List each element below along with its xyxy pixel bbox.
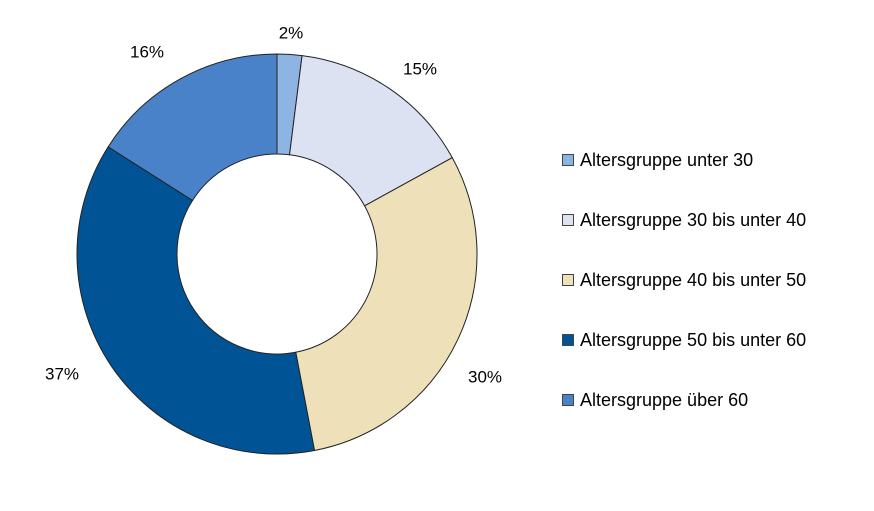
slice-altersgruppe-40-bis-unter-50: [295, 156, 478, 452]
legend-item-altersgruppe-ueber-60: Altersgruppe über 60: [562, 370, 806, 430]
slice-label-altersgruppe-ueber-60: 16%: [130, 42, 164, 61]
slice-label-altersgruppe-40-bis-unter-50: 30%: [468, 367, 502, 386]
slice-label-altersgruppe-unter-30: 2%: [279, 23, 304, 42]
legend-swatch: [562, 274, 574, 286]
legend-swatch: [562, 394, 574, 406]
slice-labels: 2% 15% 30% 37% 16%: [45, 23, 502, 386]
legend-swatch: [562, 214, 574, 226]
legend-label: Altersgruppe 30 bis unter 40: [580, 209, 807, 230]
slice-altersgruppe-50-bis-unter-60: [76, 146, 316, 455]
legend-label: Altersgruppe über 60: [580, 389, 749, 410]
slice-label-altersgruppe-50-bis-unter-60: 37%: [45, 364, 79, 383]
legend-item-altersgruppe-50-bis-unter-60: Altersgruppe 50 bis unter 60: [562, 310, 806, 370]
legend-item-altersgruppe-40-bis-unter-50: Altersgruppe 40 bis unter 50: [562, 250, 806, 310]
legend-swatch: [562, 154, 574, 166]
legend-item-altersgruppe-30-bis-unter-40: Altersgruppe 30 bis unter 40: [562, 190, 806, 250]
donut-slices: [76, 53, 478, 455]
legend-label: Altersgruppe 50 bis unter 60: [580, 329, 807, 350]
chart-legend: Altersgruppe unter 30 Altersgruppe 30 bis…: [562, 130, 806, 430]
legend-label: Altersgruppe unter 30: [580, 149, 754, 170]
legend-label: Altersgruppe 40 bis unter 50: [580, 269, 807, 290]
legend-item-altersgruppe-unter-30: Altersgruppe unter 30: [562, 130, 806, 190]
legend-swatch: [562, 334, 574, 346]
slice-altersgruppe-ueber-60: [107, 53, 278, 202]
slice-label-altersgruppe-30-bis-unter-40: 15%: [403, 59, 437, 78]
